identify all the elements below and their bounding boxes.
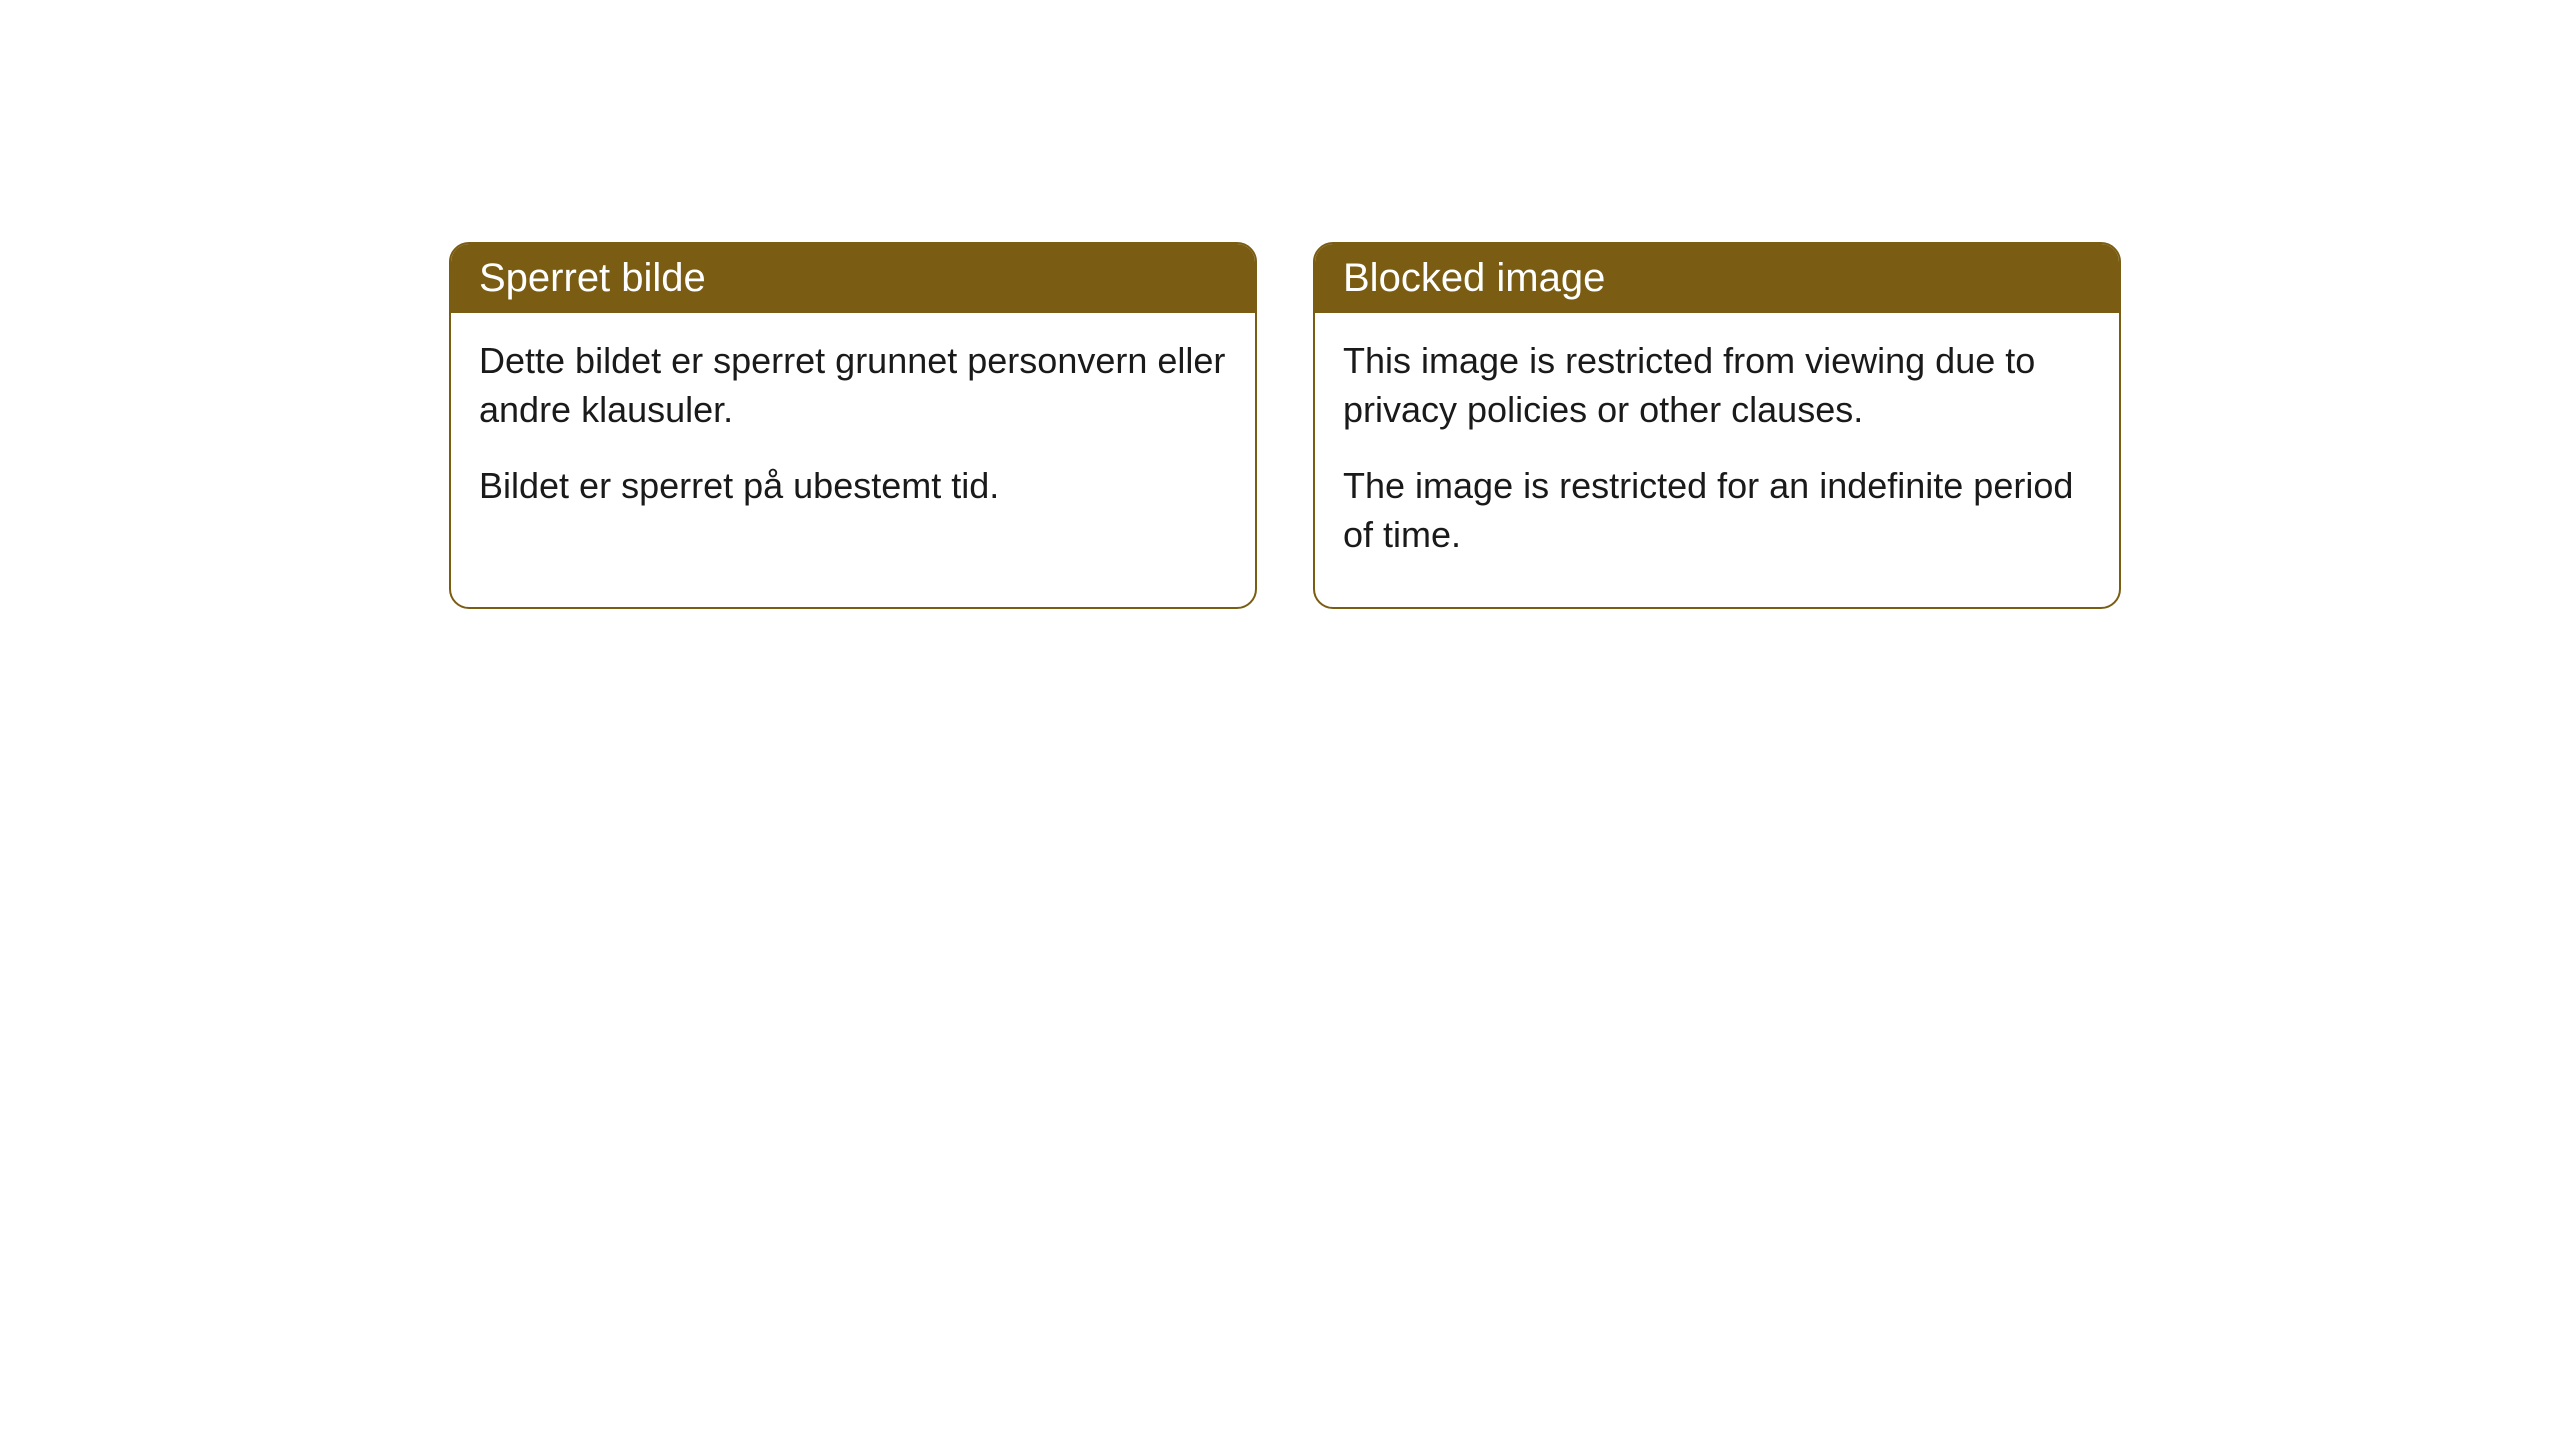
card-body-norwegian: Dette bildet er sperret grunnet personve… [451,313,1255,559]
card-paragraph-2: The image is restricted for an indefinit… [1343,462,2091,559]
card-norwegian: Sperret bilde Dette bildet er sperret gr… [449,242,1257,609]
card-body-english: This image is restricted from viewing du… [1315,313,2119,607]
card-header-english: Blocked image [1315,244,2119,313]
card-header-norwegian: Sperret bilde [451,244,1255,313]
cards-container: Sperret bilde Dette bildet er sperret gr… [449,242,2121,609]
card-paragraph-2: Bildet er sperret på ubestemt tid. [479,462,1227,511]
card-paragraph-1: Dette bildet er sperret grunnet personve… [479,337,1227,434]
card-paragraph-1: This image is restricted from viewing du… [1343,337,2091,434]
card-english: Blocked image This image is restricted f… [1313,242,2121,609]
